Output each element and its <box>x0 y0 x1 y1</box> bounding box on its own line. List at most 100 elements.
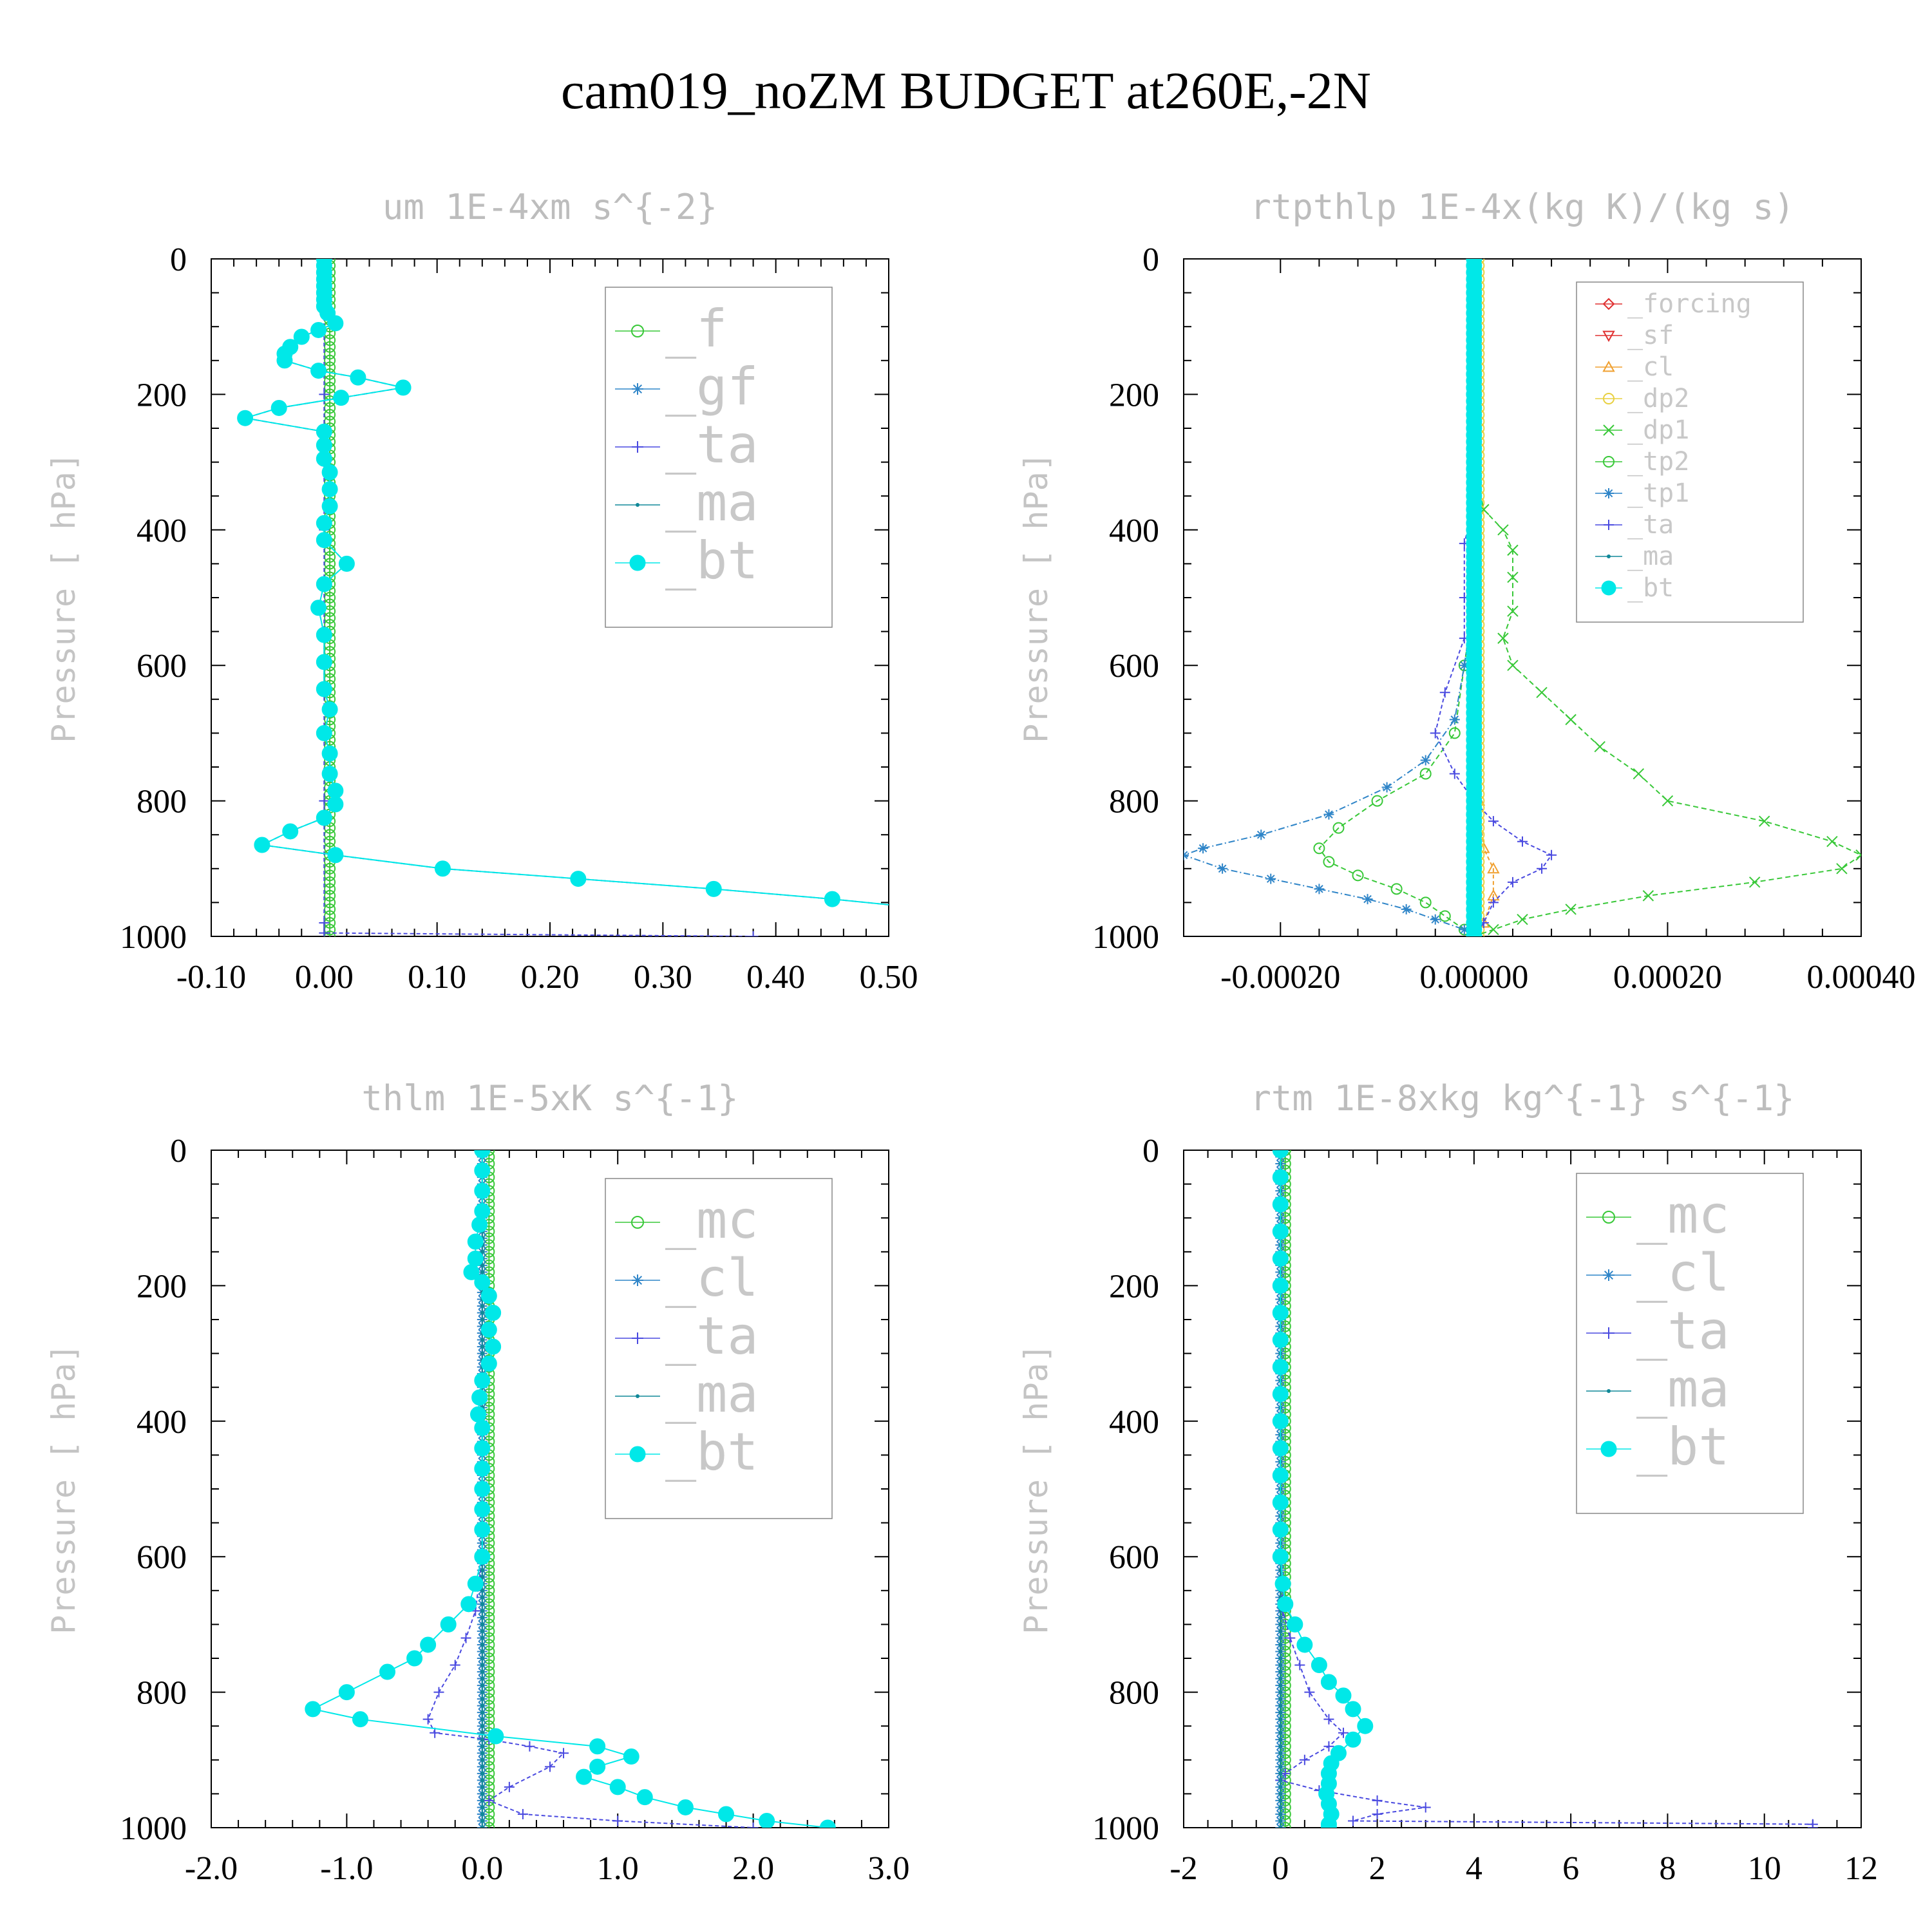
series-bt-point <box>316 627 332 643</box>
series-group <box>1272 1150 1818 1828</box>
legend-marker <box>1602 360 1615 372</box>
x-tick-label: 0.00020 <box>1613 959 1722 996</box>
legend-marker <box>1602 1211 1615 1224</box>
series-ma-point <box>1278 1730 1283 1735</box>
x-tick-label: 0.00000 <box>1419 959 1528 996</box>
x-tick-label: 0.30 <box>634 959 692 996</box>
x-tick-label: 2 <box>1369 1850 1386 1887</box>
legend-label: _forcing <box>1627 289 1752 319</box>
series-ma-point <box>480 1311 484 1315</box>
series-bt-point <box>1272 1304 1289 1321</box>
series-ma-point <box>480 1303 484 1308</box>
series-ta-point <box>1285 1633 1296 1643</box>
series-bt-point <box>576 1768 592 1785</box>
series-f-point <box>324 334 336 346</box>
series-bt-point <box>994 912 1009 927</box>
series-ma-point <box>1278 1697 1283 1701</box>
series-bt-point <box>434 860 451 877</box>
series-bt-point <box>609 1779 626 1795</box>
legend-label: _ma <box>665 473 759 533</box>
series-bt-point <box>316 423 332 440</box>
series-tp1-point <box>1420 755 1431 766</box>
series-ta-point <box>558 1748 569 1759</box>
series-tp2-point <box>1313 842 1325 855</box>
series-ma-point <box>480 1615 484 1620</box>
x-tick-label: 0.40 <box>746 959 805 996</box>
series-bt-point <box>338 555 355 572</box>
series-ma-point <box>1278 1622 1283 1627</box>
series-gf-point <box>1041 924 1052 934</box>
series-gf-point <box>1030 921 1041 931</box>
legend-marker <box>1603 424 1615 436</box>
series-ma-point <box>480 1629 484 1633</box>
series-bt-point <box>1272 1467 1289 1484</box>
series-bt-point <box>677 1799 694 1815</box>
series-bt-point <box>316 450 332 467</box>
series-dp1-point <box>1488 923 1499 936</box>
series-dp1-point <box>1633 768 1645 780</box>
series-tp1-point <box>1381 782 1392 793</box>
legend-label: _tp2 <box>1627 447 1689 477</box>
y-tick-label: 800 <box>1109 1675 1159 1712</box>
legend-label: _bt <box>1636 1417 1730 1477</box>
series-ta-point <box>319 795 330 806</box>
legend: _f_gf_ta_ma_bt <box>605 287 833 628</box>
legend-label: _bt <box>665 531 759 591</box>
series-ta-point <box>1338 1727 1349 1738</box>
y-tick-label: 400 <box>137 513 187 549</box>
legend-marker <box>1607 554 1611 558</box>
series-bt-point <box>420 1636 437 1653</box>
series-ma-point <box>480 1765 484 1769</box>
series-bt-point <box>589 1738 606 1755</box>
series-bt-point <box>623 1748 639 1765</box>
series-bt-point <box>474 1203 491 1220</box>
legend-marker <box>632 1332 643 1344</box>
series-ta-point <box>545 1761 555 1772</box>
series-f-point <box>324 612 336 624</box>
legend-marker <box>1600 1441 1617 1457</box>
series-bt-point <box>480 1355 497 1372</box>
series-ta-point <box>1372 1795 1383 1806</box>
series-ma-point <box>1278 1798 1283 1803</box>
y-axis-label: Pressure [ hPa] <box>1018 452 1055 743</box>
series-f-point <box>324 381 336 393</box>
series-f-point <box>324 903 336 915</box>
series-tp1-point <box>1459 924 1470 935</box>
legend: _mc_cl_ta_ma_bt <box>1576 1173 1804 1514</box>
series-ma-point <box>480 1724 484 1728</box>
series-bt-point <box>570 871 587 887</box>
y-tick-label: 1000 <box>120 1810 187 1847</box>
series-ma-point <box>1278 1757 1283 1762</box>
series-bt-point <box>471 1389 488 1406</box>
series-ma-point <box>1278 1765 1283 1769</box>
series-ta-point <box>422 1714 433 1725</box>
series-tp1-line <box>1184 259 1475 936</box>
series-ma-point <box>1278 1738 1283 1742</box>
series-bt-point <box>316 532 332 549</box>
legend-marker <box>1607 1389 1611 1393</box>
series-ta-point <box>450 1660 460 1671</box>
y-tick-label: 600 <box>137 1539 187 1576</box>
series-tp1-point <box>1449 714 1460 725</box>
x-tick-label: -1.0 <box>320 1850 373 1887</box>
series-bt-point <box>254 837 270 853</box>
x-tick-label: -2.0 <box>185 1850 238 1887</box>
series-ma-point <box>480 1656 484 1660</box>
series-dp1-point <box>1565 714 1577 726</box>
series-bt-point <box>316 437 332 453</box>
series-tp2-point <box>1390 883 1403 895</box>
legend: _forcing_sf_cl_dp2_dp1_tp2_tp1_ta_ma_bt <box>1576 281 1804 623</box>
series-ta-point <box>430 1727 440 1738</box>
series-tp2-point <box>1419 896 1432 909</box>
series-group <box>237 259 1052 942</box>
series-bt-point <box>310 321 327 338</box>
series-bt-point <box>824 891 840 907</box>
series-ma-point <box>1278 1805 1283 1810</box>
y-tick-label: 400 <box>1109 513 1159 549</box>
series-bt-point <box>1357 1718 1374 1734</box>
series-bt-point <box>471 1217 488 1233</box>
legend-label: _dp1 <box>1627 415 1689 445</box>
series-ma-point <box>480 1751 484 1756</box>
series-tp1-point <box>1265 873 1276 884</box>
series-gf-point <box>1008 931 1018 942</box>
